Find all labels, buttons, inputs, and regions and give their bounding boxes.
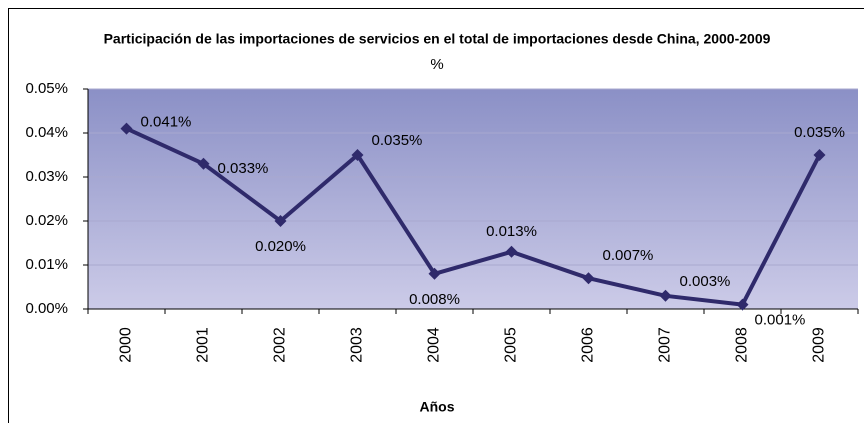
data-label: 0.035% <box>372 132 423 149</box>
y-tick-label: 0.01% <box>25 256 68 273</box>
data-label: 0.007% <box>603 247 654 264</box>
data-label: 0.033% <box>218 160 269 177</box>
data-label: 0.041% <box>141 114 192 131</box>
x-tick-label: 2007 <box>657 327 674 363</box>
x-tick-label: 2008 <box>734 327 751 363</box>
x-tick-label: 2009 <box>811 327 828 363</box>
y-tick-label: 0.05% <box>25 80 68 97</box>
x-tick-label: 2003 <box>349 327 366 363</box>
y-tick-label: 0.03% <box>25 168 68 185</box>
data-label: 0.008% <box>409 291 460 308</box>
chart-title: Participación de las importaciones de se… <box>104 31 771 47</box>
y-tick-label: 0.00% <box>25 300 68 317</box>
y-tick-label: 0.04% <box>25 124 68 141</box>
data-label: 0.003% <box>680 273 731 290</box>
data-label: 0.013% <box>486 223 537 240</box>
y-tick-label: 0.02% <box>25 212 68 229</box>
x-tick-label: 2002 <box>272 327 289 363</box>
x-tick-label: 2006 <box>580 327 597 363</box>
plot-area <box>88 89 858 309</box>
data-label: 0.001% <box>755 312 806 329</box>
x-tick-label: 2001 <box>195 327 212 363</box>
x-axis-title: Años <box>420 399 455 415</box>
x-tick-label: 2004 <box>426 327 443 363</box>
x-tick-label: 2000 <box>118 327 135 363</box>
x-tick-label: 2005 <box>503 327 520 363</box>
data-label: 0.035% <box>794 124 845 141</box>
chart-subtitle: % <box>430 56 443 73</box>
data-label: 0.020% <box>255 238 306 255</box>
